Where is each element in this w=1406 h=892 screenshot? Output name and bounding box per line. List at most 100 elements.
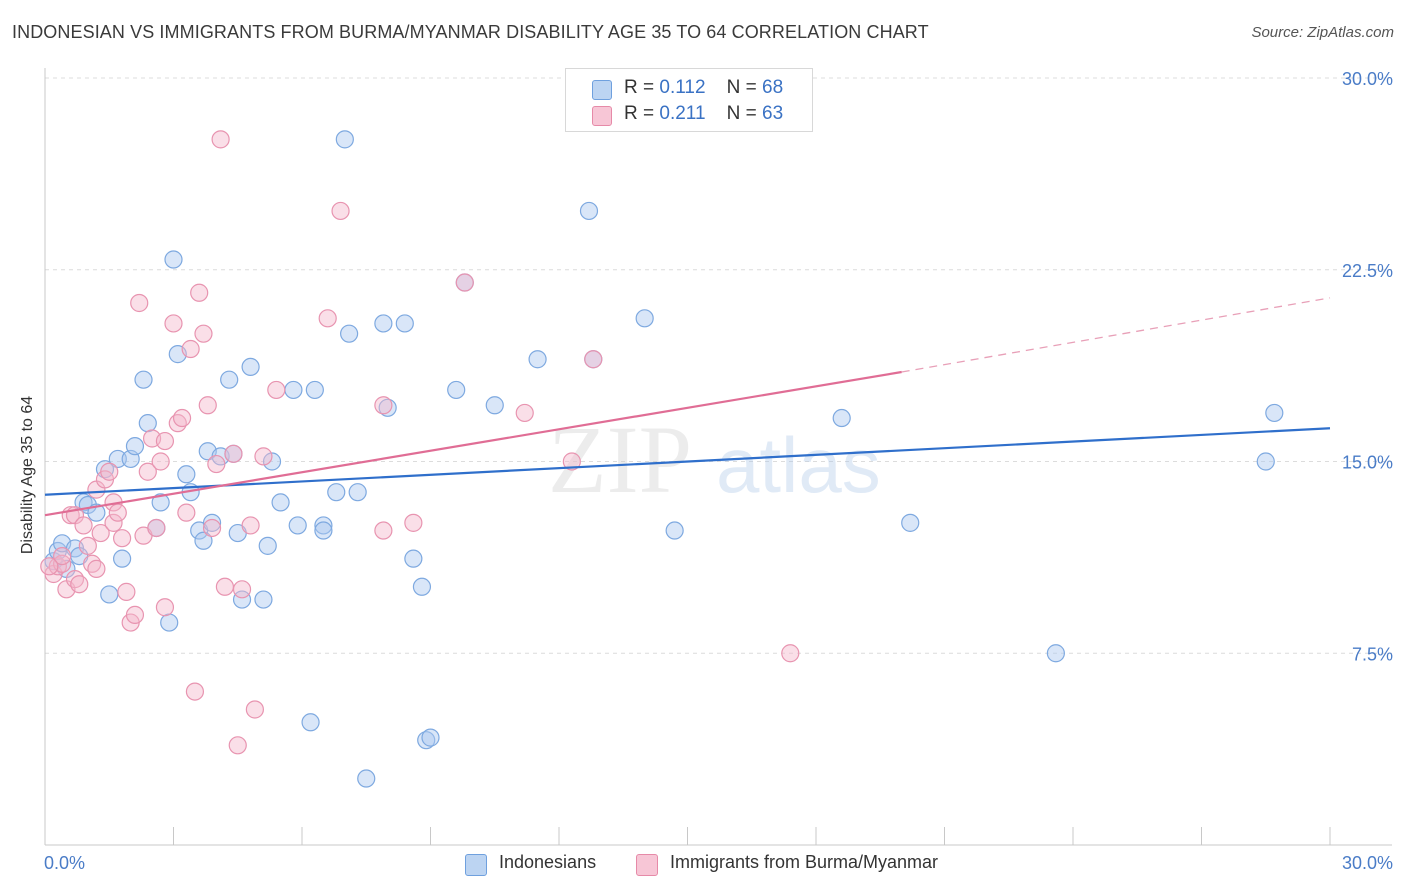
y-tick-label-1: 15.0% bbox=[1342, 453, 1393, 473]
point-burma-58 bbox=[584, 350, 603, 369]
data-points bbox=[40, 130, 1284, 788]
point-indonesians-20 bbox=[164, 250, 183, 269]
x-tick-label-0: 0.0% bbox=[44, 853, 85, 873]
n-label: N = bbox=[726, 103, 757, 124]
point-burma-59 bbox=[781, 644, 800, 663]
point-indonesians-47 bbox=[348, 483, 367, 502]
point-indonesians-64 bbox=[832, 408, 851, 428]
point-indonesians-27 bbox=[202, 513, 222, 532]
n-value-burma: 63 bbox=[762, 103, 784, 124]
point-burma-27 bbox=[151, 452, 170, 471]
trend-lines bbox=[44, 297, 1331, 517]
point-indonesians-51 bbox=[395, 314, 414, 333]
point-burma-24 bbox=[138, 462, 157, 481]
point-burma-19 bbox=[117, 582, 136, 601]
point-burma-35 bbox=[185, 682, 205, 701]
n-label: N = bbox=[726, 77, 757, 98]
bottom-swatch-pink bbox=[636, 854, 658, 876]
point-indonesians-58 bbox=[485, 396, 504, 415]
point-burma-18 bbox=[112, 529, 132, 548]
bottom-swatch-blue bbox=[465, 854, 487, 876]
r-value-indonesians: 0.112 bbox=[659, 77, 706, 98]
point-indonesians-49 bbox=[374, 314, 393, 333]
point-burma-8 bbox=[74, 516, 93, 535]
point-indonesians-14 bbox=[125, 437, 145, 456]
point-indonesians-40 bbox=[301, 713, 320, 732]
point-indonesians-18 bbox=[151, 493, 170, 512]
tick-labels: 7.5% 15.0% 22.5% 30.0% 0.0% 30.0% bbox=[44, 69, 1393, 873]
point-burma-12 bbox=[91, 523, 110, 543]
point-indonesians-32 bbox=[232, 590, 252, 609]
point-burma-56 bbox=[515, 403, 534, 423]
point-indonesians-16 bbox=[138, 414, 157, 433]
trend-line-burma-extended bbox=[901, 297, 1331, 373]
point-burma-45 bbox=[232, 580, 252, 599]
point-indonesians-59 bbox=[528, 350, 547, 369]
point-burma-55 bbox=[455, 273, 474, 292]
r-label: R = bbox=[624, 77, 655, 98]
watermark-atlas: atlas bbox=[716, 421, 881, 509]
point-burma-28 bbox=[155, 431, 175, 451]
legend-swatch-blue bbox=[592, 80, 612, 100]
point-indonesians-53 bbox=[412, 577, 432, 596]
point-indonesians-45 bbox=[335, 130, 354, 149]
point-indonesians-68 bbox=[1265, 403, 1284, 423]
point-burma-22 bbox=[130, 293, 149, 313]
point-burma-42 bbox=[215, 577, 234, 596]
point-indonesians-19 bbox=[160, 613, 179, 632]
point-burma-17 bbox=[108, 503, 127, 522]
point-indonesians-62 bbox=[635, 309, 654, 328]
watermark-zip: ZIP bbox=[548, 406, 692, 513]
point-burma-48 bbox=[254, 447, 273, 466]
point-burma-50 bbox=[318, 309, 337, 328]
point-burma-21 bbox=[125, 605, 145, 625]
point-burma-41 bbox=[211, 130, 230, 149]
x-tick-label-1: 30.0% bbox=[1342, 853, 1393, 873]
point-indonesians-42 bbox=[314, 516, 333, 535]
point-burma-30 bbox=[164, 314, 183, 333]
r-value-burma: 0.211 bbox=[659, 103, 706, 124]
legend-swatch-pink bbox=[592, 106, 612, 126]
r-label: R = bbox=[624, 103, 655, 124]
stats-legend: R = 0.112 N = 68 R = 0.211 N = 63 bbox=[565, 68, 813, 132]
point-indonesians-63 bbox=[665, 521, 684, 540]
bottom-legend-label-indonesians: Indonesians bbox=[499, 852, 597, 872]
point-indonesians-37 bbox=[271, 493, 290, 512]
y-tick-label-3: 30.0% bbox=[1342, 69, 1393, 89]
point-burma-43 bbox=[224, 444, 243, 463]
point-burma-9 bbox=[78, 536, 97, 555]
point-burma-62 bbox=[87, 559, 106, 578]
point-indonesians-29 bbox=[220, 370, 239, 389]
point-indonesians-15 bbox=[134, 370, 153, 389]
point-indonesians-52 bbox=[404, 549, 423, 568]
point-indonesians-57 bbox=[447, 380, 466, 400]
point-burma-34 bbox=[181, 339, 200, 359]
point-burma-44 bbox=[228, 736, 247, 755]
point-burma-61 bbox=[40, 557, 59, 576]
point-indonesians-34 bbox=[254, 590, 273, 609]
y-tick-label-2: 22.5% bbox=[1342, 261, 1393, 281]
point-burma-40 bbox=[207, 454, 226, 474]
point-indonesians-12 bbox=[108, 449, 127, 469]
point-burma-49 bbox=[267, 380, 286, 400]
point-indonesians-36 bbox=[262, 452, 282, 471]
point-indonesians-11 bbox=[112, 549, 132, 568]
point-indonesians-25 bbox=[194, 531, 213, 550]
point-indonesians-65 bbox=[901, 513, 920, 532]
point-burma-52 bbox=[374, 521, 393, 540]
chart-title: INDONESIAN VS IMMIGRANTS FROM BURMA/MYAN… bbox=[12, 22, 929, 42]
bottom-legend-label-burma: Immigrants from Burma/Myanmar bbox=[670, 852, 939, 872]
point-indonesians-41 bbox=[305, 380, 324, 400]
point-burma-39 bbox=[202, 518, 222, 538]
point-burma-53 bbox=[374, 396, 393, 415]
point-indonesians-67 bbox=[1256, 452, 1275, 471]
point-indonesians-43 bbox=[314, 521, 333, 540]
point-burma-7 bbox=[70, 575, 89, 594]
trend-line-burma bbox=[44, 370, 902, 517]
point-indonesians-44 bbox=[327, 483, 346, 502]
point-indonesians-46 bbox=[340, 324, 359, 343]
y-tick-label-0: 7.5% bbox=[1352, 644, 1393, 664]
point-indonesians-38 bbox=[284, 380, 303, 400]
point-burma-38 bbox=[198, 396, 217, 415]
point-indonesians-22 bbox=[177, 465, 196, 484]
